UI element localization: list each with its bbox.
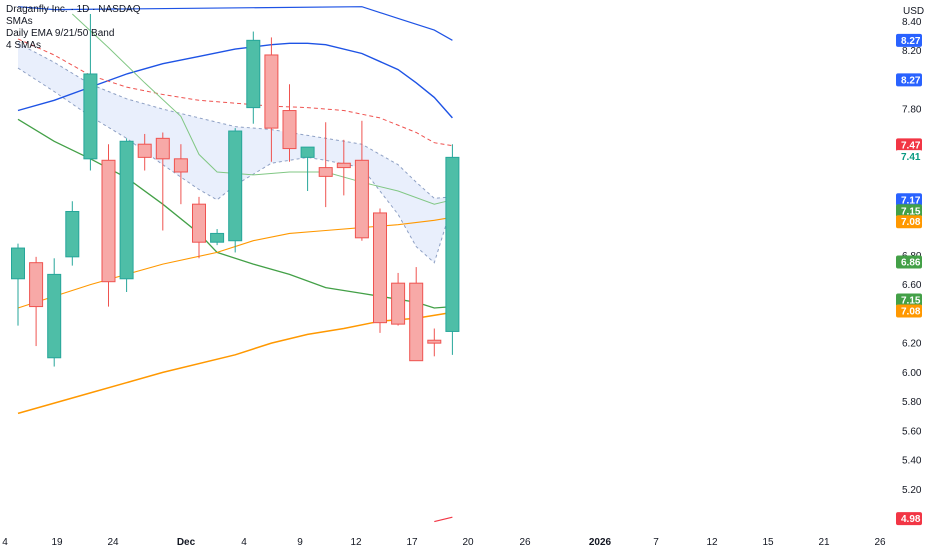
chart-legend: Draganfly Inc. · 1D · NASDAQ SMAs Daily … <box>6 4 140 52</box>
y-tick-label: 5.80 <box>902 397 922 408</box>
candle-body <box>264 54 279 129</box>
y-tick-label: 6.20 <box>902 339 922 350</box>
x-tick-label: 7 <box>653 537 659 548</box>
candle-body <box>336 162 351 169</box>
legend-title: Draganfly Inc. · 1D · NASDAQ <box>6 4 141 15</box>
ema-band-lower <box>17 67 453 264</box>
price-badge <box>896 193 922 207</box>
candle-body <box>155 137 170 160</box>
price-badge-label: 7.47 <box>901 140 921 151</box>
candle-body <box>29 262 44 308</box>
price-badge <box>896 33 922 47</box>
y-tick-label: 7.80 <box>902 105 922 116</box>
price-badge-label: 8.27 <box>901 36 921 47</box>
x-tick-label: 2026 <box>589 537 612 548</box>
x-tick-label: 21 <box>818 537 830 548</box>
price-badge <box>896 215 922 229</box>
candle-body <box>391 282 406 325</box>
price-badge-label: 8.27 <box>901 75 921 86</box>
price-badge-label: 7.08 <box>901 217 921 228</box>
y-tick-label: 5.60 <box>902 426 922 437</box>
x-tick-label: 12 <box>706 537 718 548</box>
price-badge-label: 7.17 <box>901 195 921 206</box>
candle-body <box>373 212 387 324</box>
price-badge <box>896 150 922 164</box>
y-tick-label: 6.60 <box>902 280 922 291</box>
x-tick-label: 15 <box>762 537 774 548</box>
price-badge <box>896 293 922 307</box>
x-tick-label: 26 <box>519 537 531 548</box>
y-tick-label: 8.40 <box>902 17 922 28</box>
candle-body <box>354 159 369 239</box>
price-badge <box>896 255 922 269</box>
candle-body <box>246 39 261 109</box>
price-badge-label: 4.98 <box>901 514 921 525</box>
x-tick-label: 4 <box>241 537 247 548</box>
candle-body <box>318 167 333 177</box>
x-tick-label: 4 <box>2 537 8 548</box>
candle-body <box>300 146 315 158</box>
y-tick-label: 5.40 <box>902 456 922 467</box>
sma-blue-line <box>17 42 453 119</box>
price-badge-label: 7.15 <box>901 206 921 217</box>
x-tick-label: 17 <box>406 537 418 548</box>
candle-body <box>173 158 188 173</box>
candle-body <box>11 247 25 280</box>
price-badge <box>896 138 922 152</box>
x-tick-label: Dec <box>177 537 196 548</box>
price-badge-label: 7.15 <box>901 295 921 306</box>
ema-orange-slow-line <box>17 311 453 415</box>
candle-body <box>119 140 134 280</box>
x-tick-label: 24 <box>107 537 119 548</box>
candle-body <box>83 73 98 160</box>
candle-body <box>409 282 424 362</box>
candle-body <box>210 232 225 243</box>
legend-4-smas: 4 SMAs <box>6 40 42 51</box>
currency-label: USD <box>903 6 924 17</box>
price-badge <box>896 73 922 87</box>
candle-body <box>282 110 297 150</box>
legend-smas: SMAs <box>6 16 33 27</box>
price-badge <box>896 204 922 218</box>
x-tick-label: 12 <box>350 537 362 548</box>
ema-orange-mid-line <box>17 216 453 309</box>
price-badge-label: 6.86 <box>901 257 921 268</box>
x-tick-label: 9 <box>297 537 303 548</box>
candle-body <box>65 210 80 258</box>
sma-green-thin-line <box>71 13 453 205</box>
legend-ema-band: Daily EMA 9/21/50 Band <box>6 28 115 39</box>
candle-body <box>101 159 116 283</box>
x-tick-label: 26 <box>874 537 886 548</box>
sma-red-bottom-line <box>434 516 453 523</box>
y-tick-label: 6.00 <box>902 368 922 379</box>
x-tick-label: 20 <box>462 537 474 548</box>
price-badge-label: 7.08 <box>901 306 921 317</box>
price-badge <box>896 304 922 318</box>
candle-body <box>47 273 62 359</box>
candle-body <box>427 339 442 344</box>
price-badge <box>896 512 922 526</box>
candle-body <box>192 203 206 243</box>
candle-body <box>228 130 243 242</box>
candle-body <box>137 143 152 158</box>
price-badge-label: 7.41 <box>901 152 921 163</box>
sma-top-line <box>17 6 453 41</box>
candle-body <box>445 156 460 332</box>
y-tick-label: 5.20 <box>902 485 922 496</box>
y-tick-label: 8.20 <box>902 46 922 57</box>
x-tick-label: 19 <box>51 537 63 548</box>
